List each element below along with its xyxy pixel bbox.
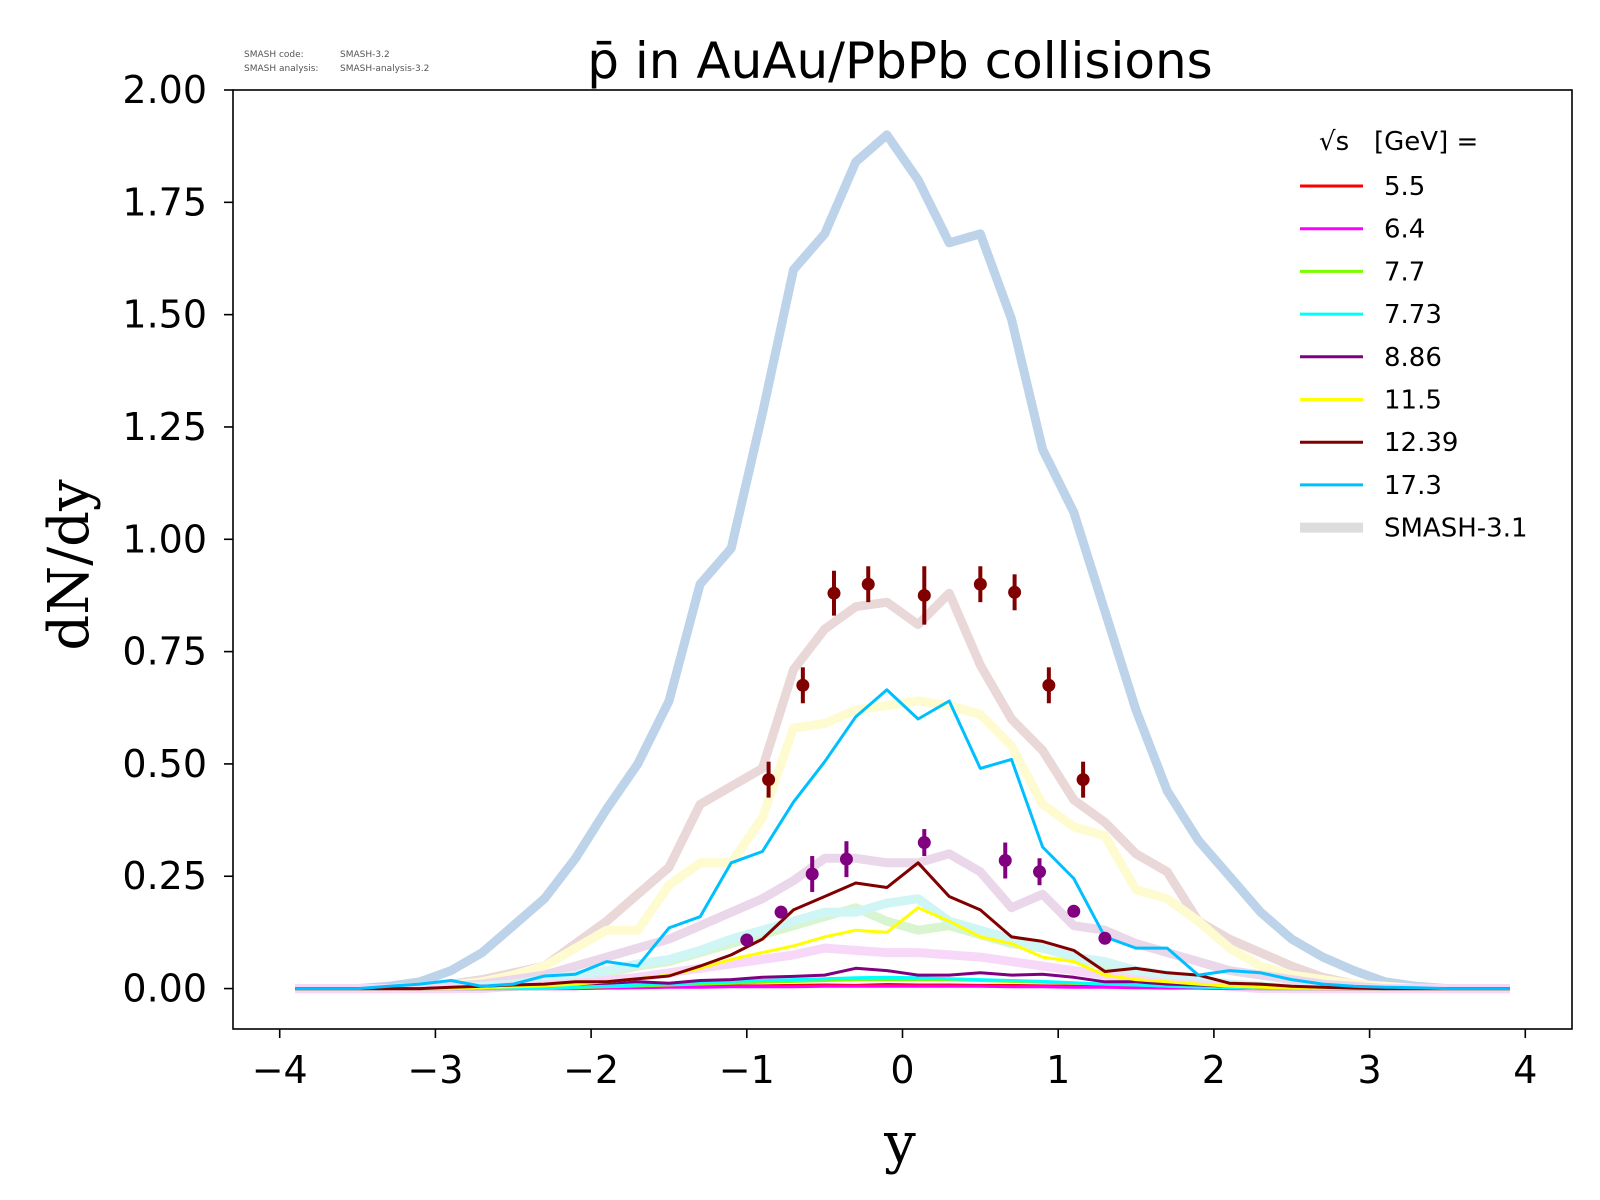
data-marker xyxy=(1067,904,1081,918)
data-point-8-86-7 xyxy=(1033,858,1047,886)
data-marker xyxy=(740,933,754,947)
y-tick-label: 0.50 xyxy=(122,742,207,786)
data-marker xyxy=(998,854,1012,868)
x-tick-label: −3 xyxy=(407,1048,463,1092)
data-marker xyxy=(774,905,788,919)
y-tick-label: 1.75 xyxy=(122,180,207,224)
data-point-12-39-7 xyxy=(1008,574,1022,611)
y-tick-label: 0.25 xyxy=(122,854,207,898)
y-tick-label: 1.50 xyxy=(122,293,207,337)
x-tick-label: −4 xyxy=(252,1048,308,1092)
data-point-12-39-3 xyxy=(827,570,841,616)
credit-analysis-label: SMASH analysis: xyxy=(244,64,318,74)
data-point-8-86-1 xyxy=(740,933,754,947)
data-point-8-86-3 xyxy=(805,856,819,892)
legend: √s [GeV] = 5.5 6.4 7.7 7.73 8.86 11.5 12.39 17.… xyxy=(1300,127,1528,544)
x-tick-label: 2 xyxy=(1202,1048,1226,1092)
y-tick-label: 0.75 xyxy=(122,630,207,674)
data-marker xyxy=(1098,931,1112,945)
data-marker xyxy=(1033,865,1047,879)
data-point-12-39-8 xyxy=(1042,667,1056,704)
y-tick-label: 1.00 xyxy=(122,517,207,561)
series-line-11-5 xyxy=(295,906,1510,991)
y-axis-title: dN/dy xyxy=(37,479,102,651)
legend-entry-7-7: 7.7 xyxy=(1300,257,1425,287)
x-tick-label: 1 xyxy=(1046,1048,1070,1092)
legend-label: 17.3 xyxy=(1384,471,1442,501)
smash-credits: SMASH code: SMASH-3.2 SMASH analysis: SM… xyxy=(244,50,429,74)
x-axis-title: y xyxy=(883,1111,916,1176)
x-tick-label: 4 xyxy=(1513,1048,1537,1092)
data-marker xyxy=(762,773,776,787)
data-point-12-39-1 xyxy=(762,761,776,798)
x-tick-label: −2 xyxy=(563,1048,619,1092)
legend-entry-17-3: 17.3 xyxy=(1300,471,1442,501)
y-tick-label: 0.00 xyxy=(122,967,207,1011)
data-marker xyxy=(1076,773,1090,787)
data-marker xyxy=(1042,678,1056,692)
data-marker xyxy=(1008,585,1022,599)
series-line-17-3 xyxy=(295,688,1510,991)
legend-label: 7.73 xyxy=(1384,300,1442,330)
y-tick-label: 1.25 xyxy=(122,405,207,449)
reference-line-smash-3-1-17-3 xyxy=(295,130,1510,994)
data-point-12-39-9 xyxy=(1076,761,1090,798)
legend-label: 12.39 xyxy=(1384,428,1458,458)
legend-entry-8-86: 8.86 xyxy=(1300,343,1442,373)
data-point-8-86-5 xyxy=(917,829,931,857)
data-marker xyxy=(839,852,853,866)
data-marker xyxy=(917,588,931,602)
data-marker xyxy=(796,678,810,692)
x-axis-ticks: −4 −3 −2 −1 0 1 2 3 4 xyxy=(252,1029,1537,1092)
legend-label: 11.5 xyxy=(1384,386,1442,416)
chart-title: p̄ in AuAu/PbPb collisions xyxy=(587,32,1212,90)
legend-entry-5-5: 5.5 xyxy=(1300,172,1425,202)
legend-entries: 5.5 6.4 7.7 7.73 8.86 11.5 12.39 17.3 SMASH-3.1 xyxy=(1300,172,1528,544)
data-marker xyxy=(861,577,875,591)
data-point-12-39-5 xyxy=(917,566,931,625)
data-marker xyxy=(973,577,987,591)
legend-label: 7.7 xyxy=(1384,257,1425,287)
data-point-8-86-2 xyxy=(774,905,788,919)
x-tick-label: 0 xyxy=(890,1048,914,1092)
legend-entry-11-5: 11.5 xyxy=(1300,386,1442,416)
legend-title-sqrt-s: √s xyxy=(1319,127,1349,157)
data-marker xyxy=(827,586,841,600)
data-marker xyxy=(917,836,931,850)
data-point-12-39-6 xyxy=(973,566,987,603)
legend-label: 8.86 xyxy=(1384,343,1442,373)
credit-code-label: SMASH code: xyxy=(244,50,304,60)
legend-title-unit: [GeV] = xyxy=(1374,127,1478,157)
x-tick-label: 3 xyxy=(1357,1048,1381,1092)
legend-entry-12-39: 12.39 xyxy=(1300,428,1458,458)
data-point-12-39-2 xyxy=(796,667,810,704)
data-marker xyxy=(805,867,819,881)
measurement-points xyxy=(740,566,1112,947)
legend-label: 6.4 xyxy=(1384,215,1425,245)
legend-label: 5.5 xyxy=(1384,172,1425,202)
credit-analysis-value: SMASH-analysis-3.2 xyxy=(340,64,429,74)
legend-entry-7-73: 7.73 xyxy=(1300,300,1442,330)
series-lines xyxy=(295,688,1510,991)
data-point-8-86-9 xyxy=(1098,931,1112,945)
x-tick-label: −1 xyxy=(719,1048,775,1092)
data-point-12-39-4 xyxy=(861,566,875,603)
data-point-8-86-8 xyxy=(1067,904,1081,918)
data-point-8-86-4 xyxy=(839,841,853,878)
legend-entry-6-4: 6.4 xyxy=(1300,215,1425,245)
legend-entry-smash-3-1: SMASH-3.1 xyxy=(1300,514,1528,544)
y-tick-label: 2.00 xyxy=(122,68,207,112)
credit-code-value: SMASH-3.2 xyxy=(340,50,390,60)
data-point-8-86-6 xyxy=(998,842,1012,879)
y-axis-ticks: 0.00 0.25 0.50 0.75 1.00 1.25 1.50 1.75 2.00 xyxy=(122,68,233,1011)
legend-label: SMASH-3.1 xyxy=(1384,514,1528,544)
